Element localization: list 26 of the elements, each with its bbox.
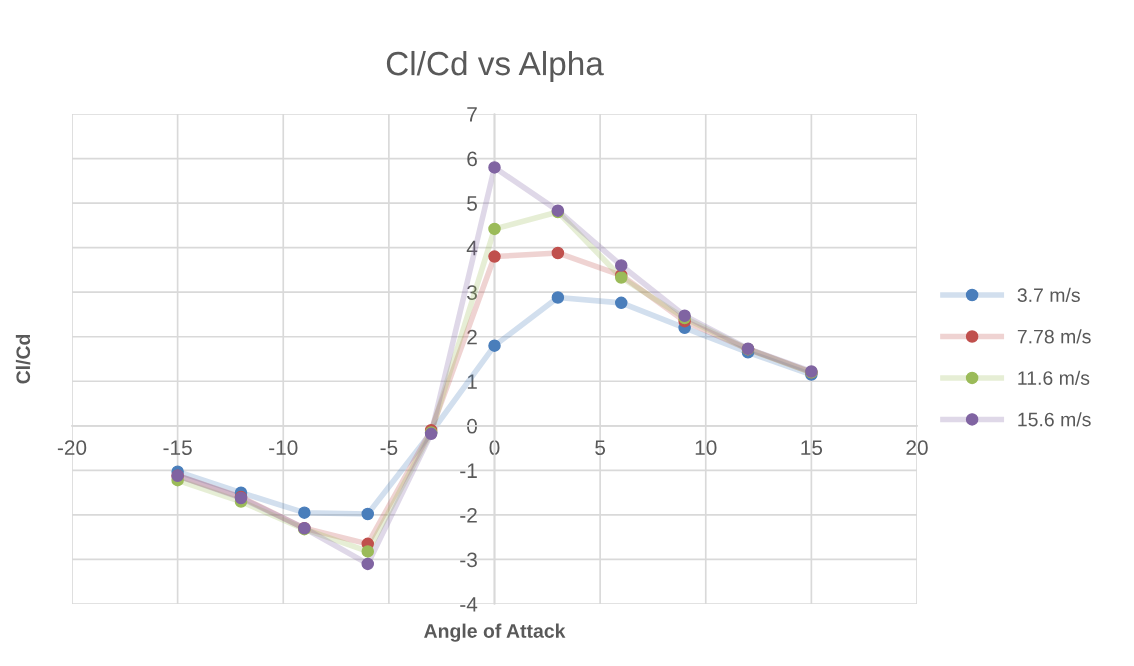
x-axis-title: Angle of Attack xyxy=(424,623,566,642)
y-tick-label: -1 xyxy=(460,463,477,478)
x-tick-label: 10 xyxy=(695,440,717,456)
y-tick-label: 2 xyxy=(467,329,477,345)
y-tick-label: 6 xyxy=(467,151,477,167)
y-tick-label: -4 xyxy=(460,597,478,612)
y-tick-label: 3 xyxy=(467,285,477,300)
y-tick-label: 5 xyxy=(467,196,477,211)
y-tick-label: -3 xyxy=(460,552,477,568)
legend-label: 15.6 m/s xyxy=(1018,412,1091,427)
x-tick-label: 5 xyxy=(595,440,606,456)
x-tick-label: -5 xyxy=(380,440,398,456)
x-tick-label: -15 xyxy=(163,440,192,456)
chart-title: Cl/Cd vs Alpha xyxy=(386,50,604,83)
legend-label: 7.78 m/s xyxy=(1017,329,1091,344)
y-tick-label: 7 xyxy=(467,107,477,122)
y-axis-title: Cl/Cd xyxy=(15,334,31,384)
y-tick-label: 4 xyxy=(466,240,478,256)
x-tick-label: -10 xyxy=(269,440,298,456)
legend-label: 3.7 m/s xyxy=(1017,287,1080,303)
x-tick-label: 20 xyxy=(906,440,928,456)
y-tick-label: 1 xyxy=(467,374,477,389)
y-tick-label: -2 xyxy=(460,507,477,523)
legend-label: 11.6 m/s xyxy=(1018,370,1090,385)
x-tick-label: 15 xyxy=(801,440,823,456)
x-tick-label: -20 xyxy=(57,440,87,456)
